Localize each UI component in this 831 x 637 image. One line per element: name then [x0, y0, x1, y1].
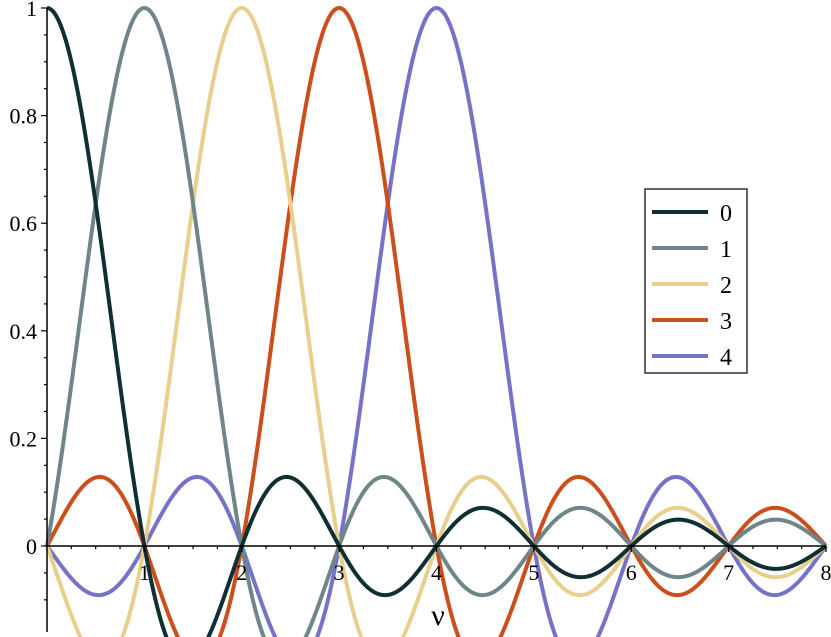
x-tick-label: 7 — [723, 560, 734, 585]
x-tick-label: 1 — [139, 560, 150, 585]
x-tick-label: 8 — [821, 560, 831, 585]
y-tick-label: 0.6 — [10, 211, 38, 236]
y-tick-label: 1 — [26, 0, 37, 21]
legend: 0 1 2 3 4 — [644, 188, 748, 374]
x-tick-label: 6 — [626, 560, 637, 585]
y-tick-label: 0 — [26, 534, 37, 559]
legend-label-4: 4 — [720, 345, 732, 371]
x-tick-label: 5 — [528, 560, 539, 585]
y-tick-label: 0.2 — [10, 426, 38, 451]
x-tick-label: 4 — [431, 560, 442, 585]
legend-label-3: 3 — [720, 309, 732, 335]
x-axis-label: ν — [431, 599, 445, 632]
series-line-4 — [45, 6, 828, 637]
legend-label-1: 1 — [720, 237, 732, 263]
legend-label-0: 0 — [720, 201, 732, 227]
y-ticks: 0 0.2 0.4 0.6 0.8 1 — [10, 0, 47, 601]
x-tick-label: 2 — [236, 560, 247, 585]
x-ticks: 1 2 3 4 5 6 7 8 — [70, 546, 831, 585]
legend-box — [644, 188, 748, 374]
x-tick-label: 3 — [334, 560, 345, 585]
y-tick-label: 0.4 — [10, 319, 38, 344]
y-tick-label: 0.8 — [10, 104, 38, 129]
legend-label-2: 2 — [720, 273, 732, 299]
